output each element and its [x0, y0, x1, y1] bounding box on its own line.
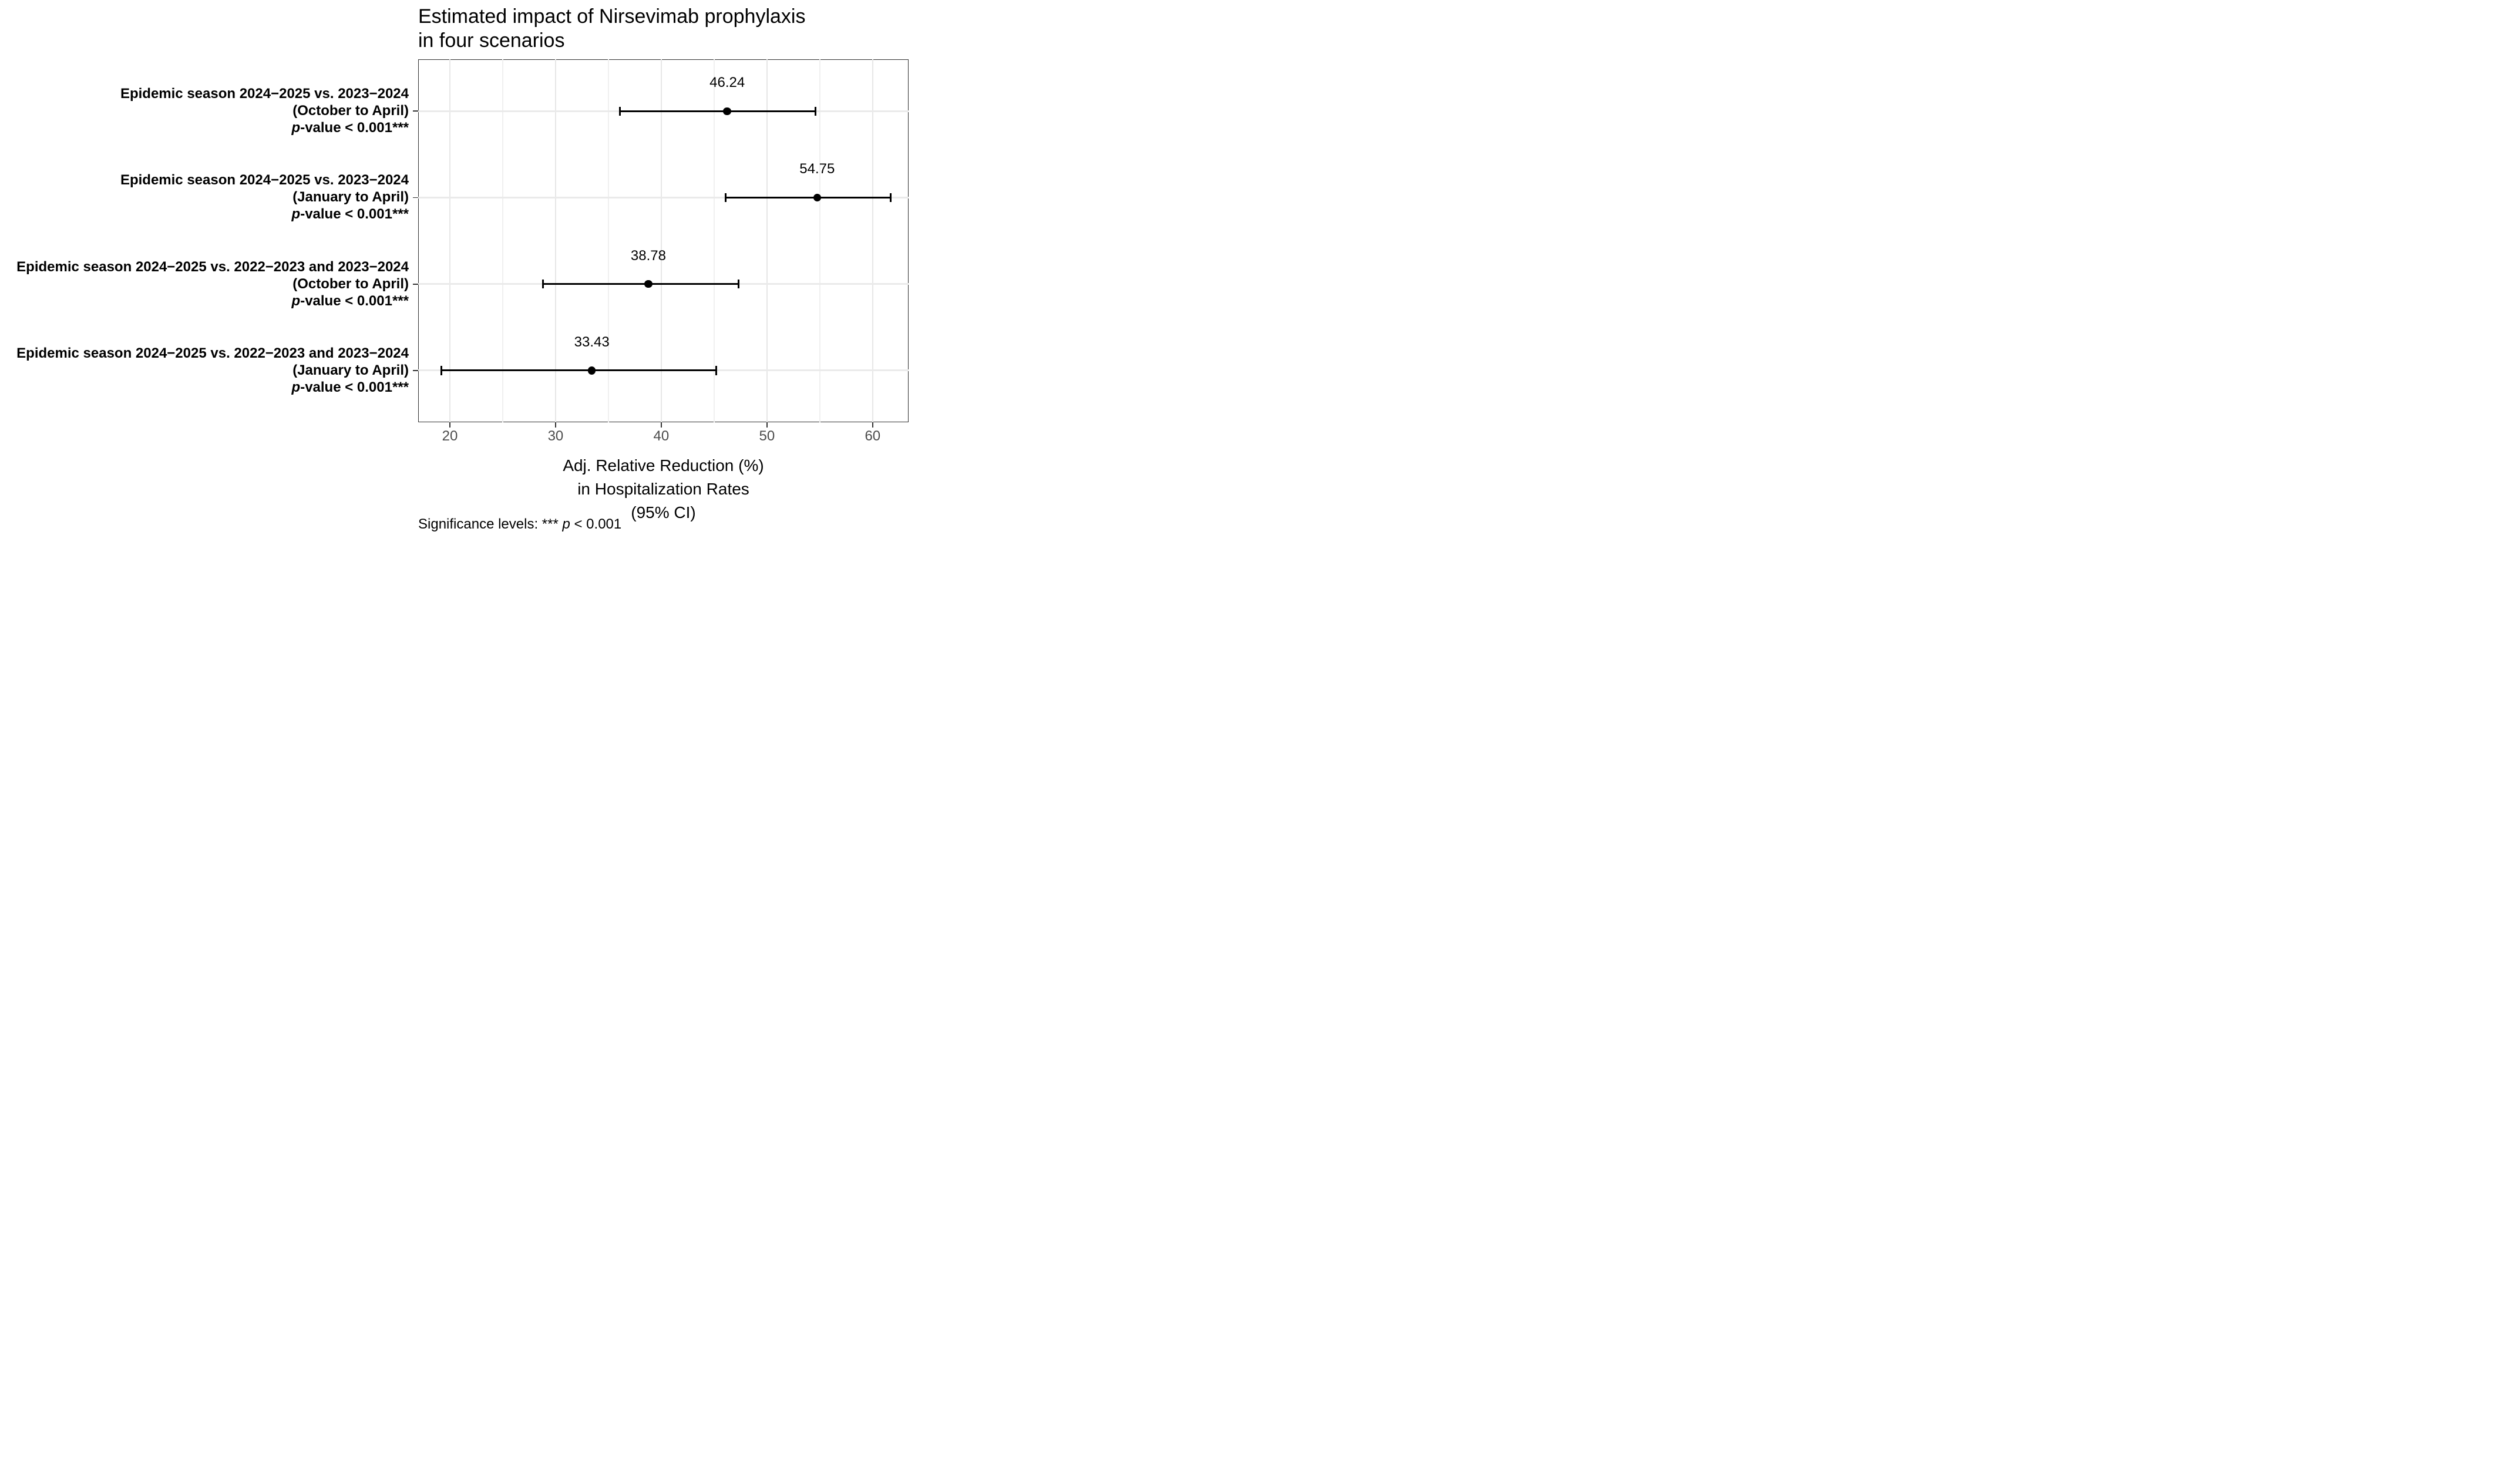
ci-line	[543, 282, 739, 285]
category-label-line: (October to April)	[292, 275, 409, 292]
category-pvalue-line: p-value < 0.001***	[291, 206, 409, 223]
category-label-line: (October to April)	[292, 103, 409, 119]
x-tick-label: 60	[865, 428, 881, 444]
x-tick-label: 40	[653, 428, 670, 444]
estimate-value-label: 38.78	[630, 247, 666, 264]
grid-major-vline	[449, 59, 450, 422]
p-symbol: p	[291, 120, 301, 136]
category-label-line: (January to April)	[292, 362, 409, 378]
ci-line	[725, 196, 891, 199]
x-tick-label: 30	[547, 428, 564, 444]
footnote-prefix: Significance levels: ***	[418, 516, 563, 532]
ci-cap-left	[724, 193, 727, 203]
forest-plot-figure: Estimated impact of Nirsevimab prophylax…	[0, 0, 916, 540]
grid-major-vline	[872, 59, 873, 422]
category-pvalue-line: p-value < 0.001***	[291, 379, 409, 395]
footnote-p-symbol: p	[562, 516, 570, 532]
y-tick	[413, 197, 418, 198]
category-label-line: (January to April)	[292, 189, 409, 206]
ci-cap-right	[715, 365, 718, 375]
x-tick-label: 50	[759, 428, 775, 444]
x-tick-label: 20	[442, 428, 458, 444]
y-tick	[413, 283, 418, 285]
category-pvalue-line: p-value < 0.001***	[291, 292, 409, 309]
row-gridline	[418, 196, 909, 198]
estimate-value-label: 33.43	[574, 334, 610, 350]
plot-panel	[418, 59, 909, 422]
estimate-point	[587, 366, 596, 375]
x-tick	[766, 422, 768, 428]
estimate-value-label: 54.75	[799, 161, 835, 177]
estimate-value-label: 46.24	[709, 75, 745, 91]
estimate-point	[813, 193, 822, 202]
chart-title: Estimated impact of Nirsevimab prophylax…	[418, 5, 806, 52]
ci-cap-left	[440, 365, 443, 375]
grid-minor-vline	[502, 59, 503, 422]
ci-cap-right	[814, 106, 817, 116]
ci-line	[620, 110, 816, 112]
grid-minor-vline	[608, 59, 609, 422]
category-label: Epidemic season 2024−2025 vs. 2022−2023 …	[4, 345, 409, 396]
ci-cap-left	[619, 106, 621, 116]
category-label: Epidemic season 2024−2025 vs. 2023−2024(…	[4, 171, 409, 223]
grid-minor-vline	[819, 59, 820, 422]
category-label-line: Epidemic season 2024−2025 vs. 2022−2023 …	[16, 258, 409, 275]
grid-major-vline	[554, 59, 556, 422]
y-tick	[413, 369, 418, 371]
grid-major-vline	[660, 59, 662, 422]
x-tick	[872, 422, 873, 428]
grid-minor-vline	[714, 59, 715, 422]
x-tick	[555, 422, 556, 428]
category-label-line: Epidemic season 2024−2025 vs. 2023−2024	[120, 86, 409, 102]
p-symbol: p	[291, 206, 301, 223]
estimate-point	[723, 107, 731, 116]
x-tick	[661, 422, 662, 428]
x-tick	[449, 422, 450, 428]
category-label-line: Epidemic season 2024−2025 vs. 2022−2023 …	[16, 345, 409, 361]
category-label: Epidemic season 2024−2025 vs. 2023−2024(…	[4, 85, 409, 136]
footnote-suffix: < 0.001	[570, 516, 622, 532]
ci-cap-right	[737, 279, 739, 289]
footnote: Significance levels: *** p < 0.001	[418, 516, 621, 533]
p-symbol: p	[291, 292, 301, 309]
estimate-point	[644, 280, 653, 288]
category-label: Epidemic season 2024−2025 vs. 2022−2023 …	[4, 258, 409, 309]
p-symbol: p	[291, 379, 301, 395]
category-label-line: Epidemic season 2024−2025 vs. 2023−2024	[120, 172, 409, 189]
x-axis-title: Adj. Relative Reduction (%) in Hospitali…	[563, 456, 764, 521]
ci-line	[441, 369, 717, 372]
category-pvalue-line: p-value < 0.001***	[291, 120, 409, 136]
grid-major-vline	[766, 59, 768, 422]
ci-cap-left	[542, 279, 544, 289]
ci-cap-right	[889, 193, 892, 203]
y-tick	[413, 110, 418, 112]
